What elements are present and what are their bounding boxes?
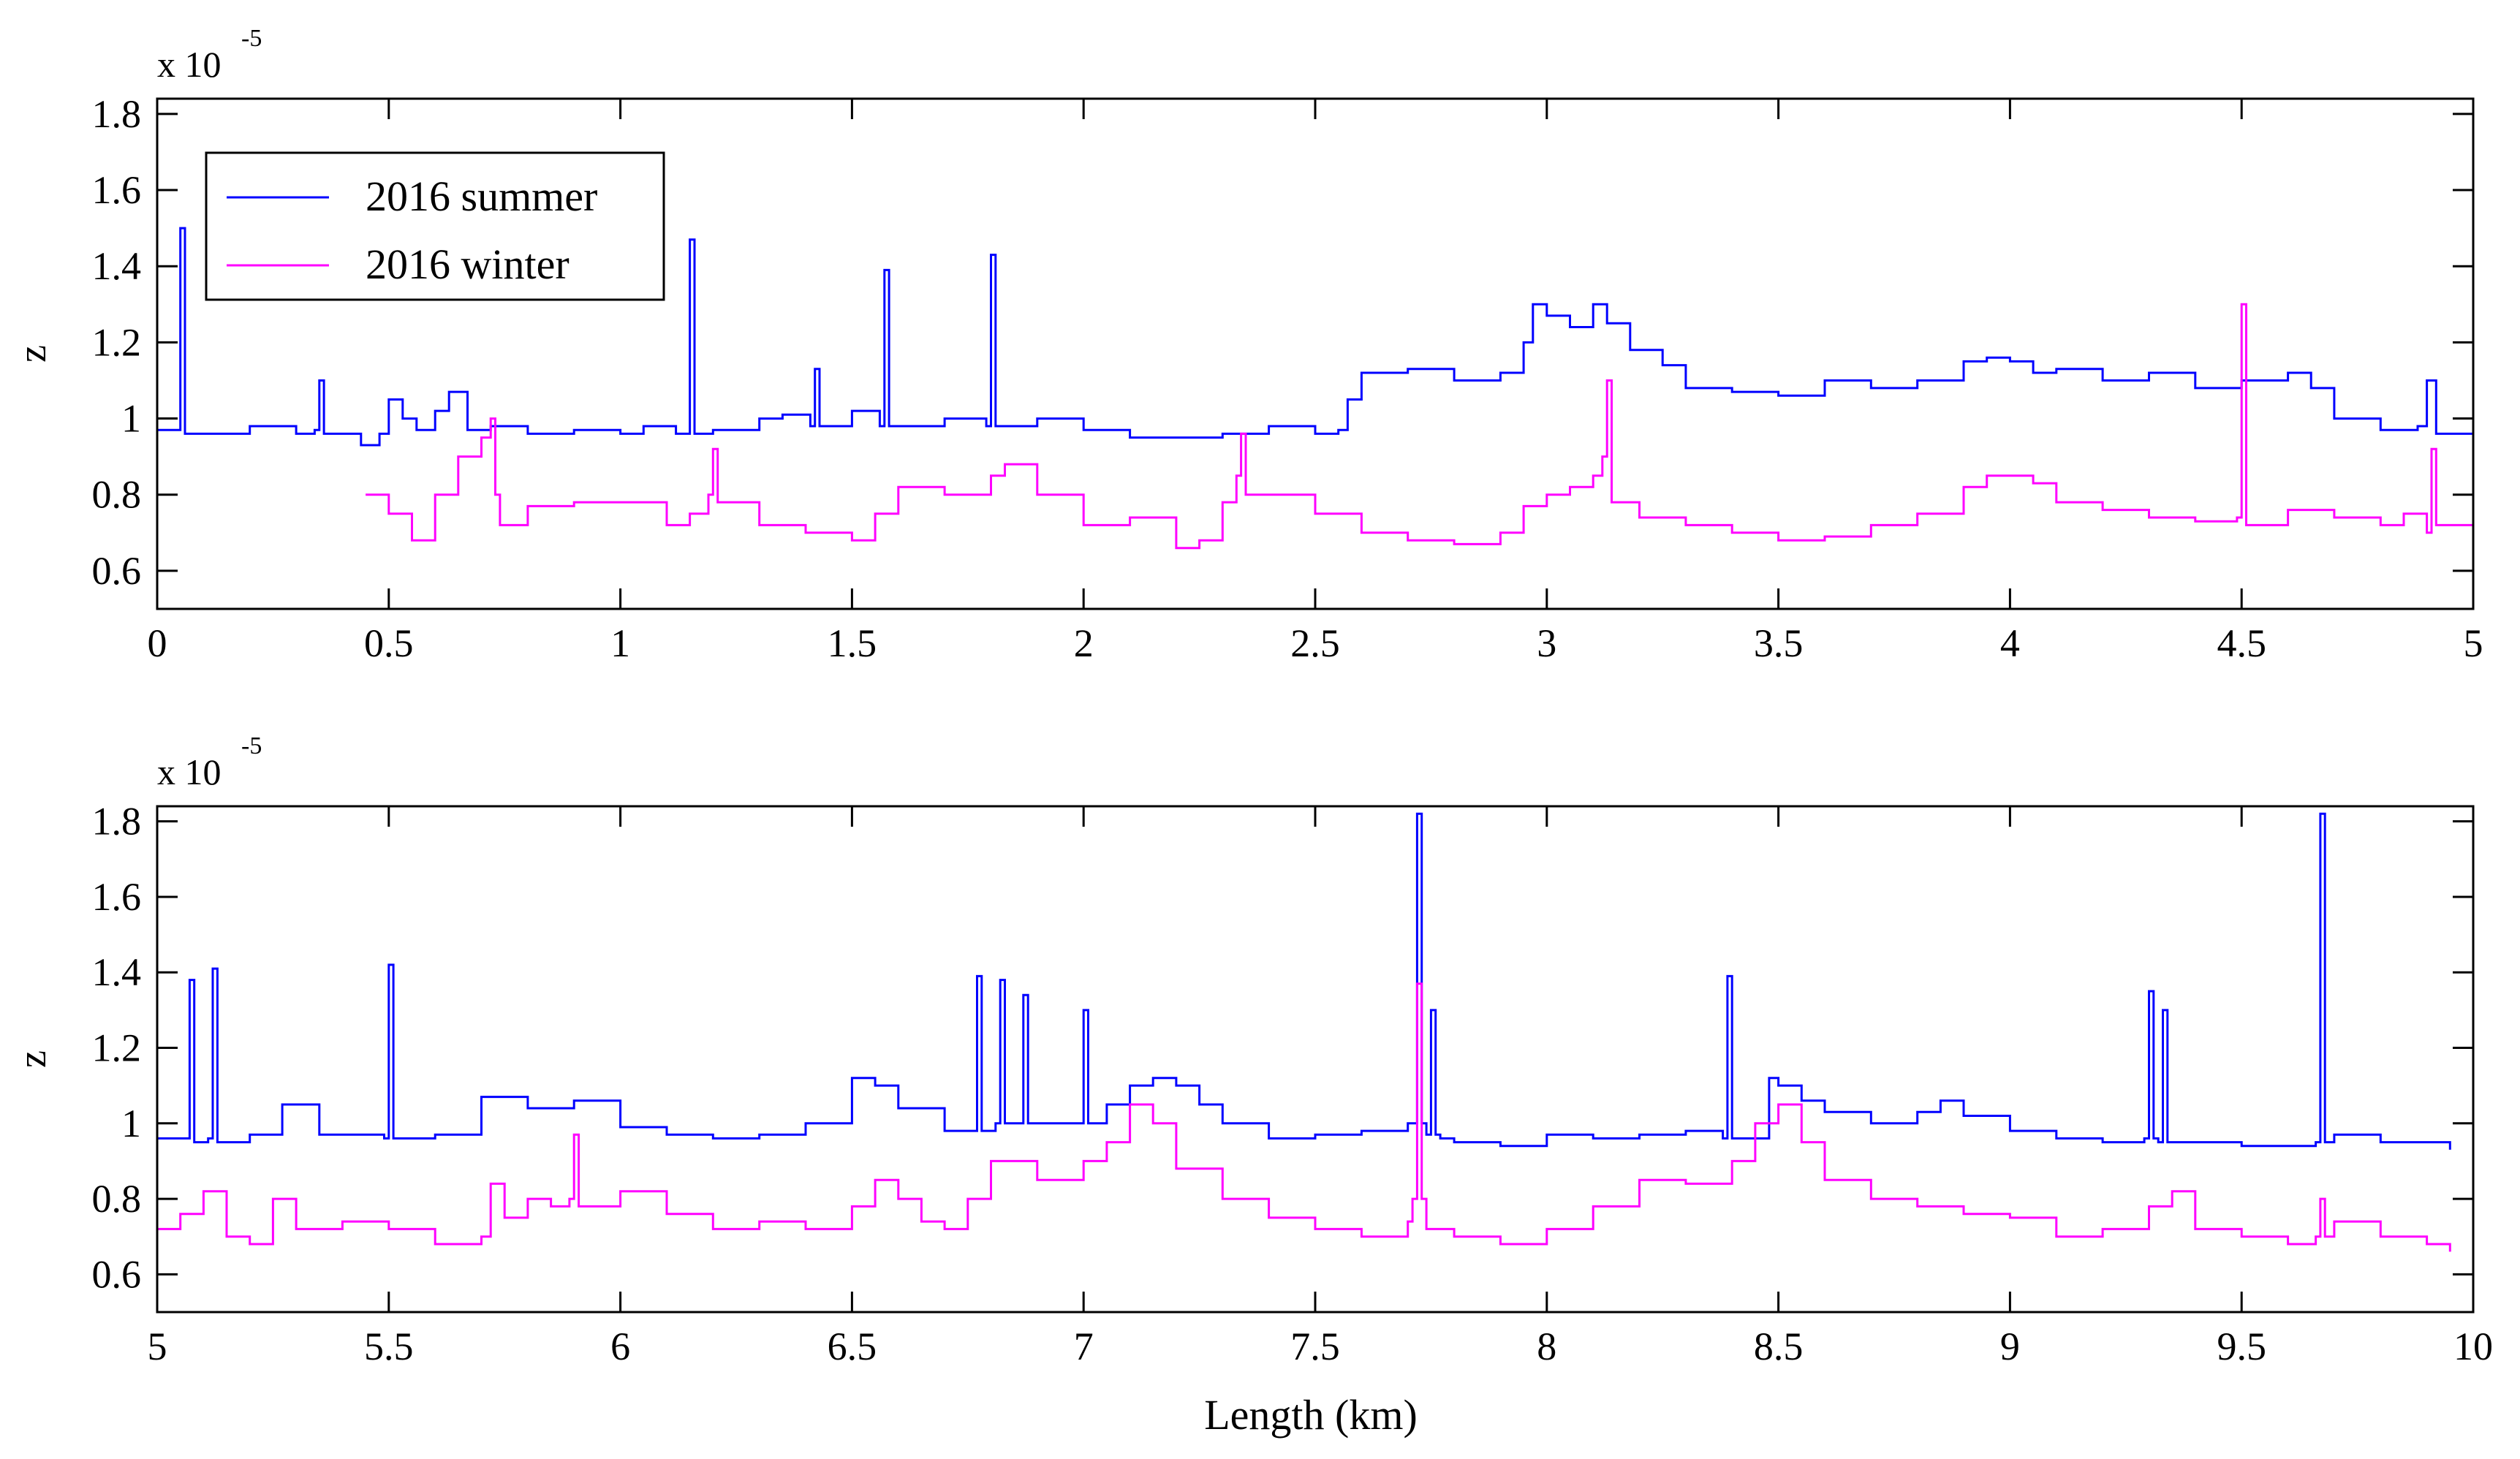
bottom-panel: 5 5.5 6 6.5 7 7.5 8 8.5 9 9.5 10 0.6 0.8 1 1.2 1.4 1.6 1.…	[10, 732, 2493, 1368]
bottom-series-layer	[157, 812, 2451, 1252]
bottom-exponent-superscript: -5	[241, 732, 262, 759]
bottom-y-tick-label: 1.8	[92, 800, 142, 844]
bottom-x-tick-label: 7	[1074, 1325, 1094, 1368]
top-x-tick-label: 5	[2464, 621, 2483, 665]
bottom-x-tick-label: 5	[148, 1325, 167, 1368]
top-tick-layer: 0 0.5 1 1.5 2 2.5 3 3.5 4 4.5 5 0.6 0.8 1 1.2 1.4 1.6 1.8	[92, 92, 2483, 665]
bottom-y-tick-label: 0.8	[92, 1177, 142, 1221]
bottom-x-tick-label: 9.5	[2217, 1325, 2266, 1368]
bottom-y-tick-label: 0.6	[92, 1252, 142, 1296]
x-axis-label: Length (km)	[1204, 1391, 1418, 1439]
bottom-x-tick-label: 6.5	[828, 1325, 877, 1368]
bottom-tick-layer: 5 5.5 6 6.5 7 7.5 8 8.5 9 9.5 10 0.6 0.8 1 1.2 1.4 1.6 1.…	[92, 800, 2494, 1368]
legend-box	[205, 151, 665, 301]
top-x-tick-label: 3.5	[1754, 621, 1804, 665]
bottom-y-tick-label: 1.6	[92, 875, 142, 919]
top-x-tick-label: 1	[610, 621, 630, 665]
top-y-tick-label: 0.8	[92, 473, 142, 517]
bottom-axes-box	[156, 805, 2475, 1314]
bottom-x-tick-label: 5.5	[364, 1325, 414, 1368]
top-x-tick-label: 4	[2000, 621, 2020, 665]
bottom-series-winter	[157, 982, 2451, 1252]
bottom-x-tick-label: 9	[2000, 1325, 2020, 1368]
top-x-tick-label: 4.5	[2217, 621, 2266, 665]
top-y-tick-label: 1.4	[92, 244, 142, 288]
bottom-series-summer	[157, 812, 2451, 1150]
top-exponent-superscript: -5	[241, 25, 262, 52]
top-panel: 0 0.5 1 1.5 2 2.5 3 3.5 4 4.5 5 0.6 0.8 1 1.2 1.4 1.6 1.8…	[10, 25, 2483, 665]
top-series-summer	[157, 227, 2475, 447]
bottom-x-tick-label: 6	[610, 1325, 630, 1368]
top-x-tick-label: 2	[1074, 621, 1094, 665]
top-y-tick-label: 1.8	[92, 92, 142, 136]
top-series-winter	[366, 303, 2475, 550]
top-series-layer	[157, 227, 2475, 550]
top-exponent-label: x 10	[157, 44, 222, 85]
bottom-x-tick-label: 7.5	[1290, 1325, 1340, 1368]
bottom-exponent-label: x 10	[157, 751, 222, 792]
top-y-tick-label: 1.2	[92, 320, 142, 364]
bottom-y-tick-label: 1.2	[92, 1026, 142, 1070]
top-x-tick-label: 0.5	[364, 621, 414, 665]
legend: 2016 summer 2016 winter	[205, 151, 665, 301]
bottom-y-tick-label: 1.4	[92, 950, 142, 994]
top-x-tick-label: 1.5	[828, 621, 877, 665]
top-y-tick-label: 1	[121, 397, 141, 441]
top-y-tick-label: 0.6	[92, 549, 142, 593]
bottom-x-tick-label: 10	[2453, 1325, 2493, 1368]
bottom-x-tick-label: 8.5	[1754, 1325, 1804, 1368]
bottom-y-axis-label: z	[10, 1050, 54, 1068]
legend-label-winter: 2016 winter	[366, 240, 570, 288]
top-y-tick-label: 1.6	[92, 168, 142, 212]
bottom-x-tick-label: 8	[1537, 1325, 1556, 1368]
top-x-tick-label: 0	[148, 621, 167, 665]
legend-label-summer: 2016 summer	[366, 173, 597, 220]
top-x-tick-label: 3	[1537, 621, 1556, 665]
top-x-tick-label: 2.5	[1290, 621, 1340, 665]
bottom-y-tick-label: 1	[121, 1102, 141, 1145]
top-y-axis-label: z	[10, 345, 54, 363]
